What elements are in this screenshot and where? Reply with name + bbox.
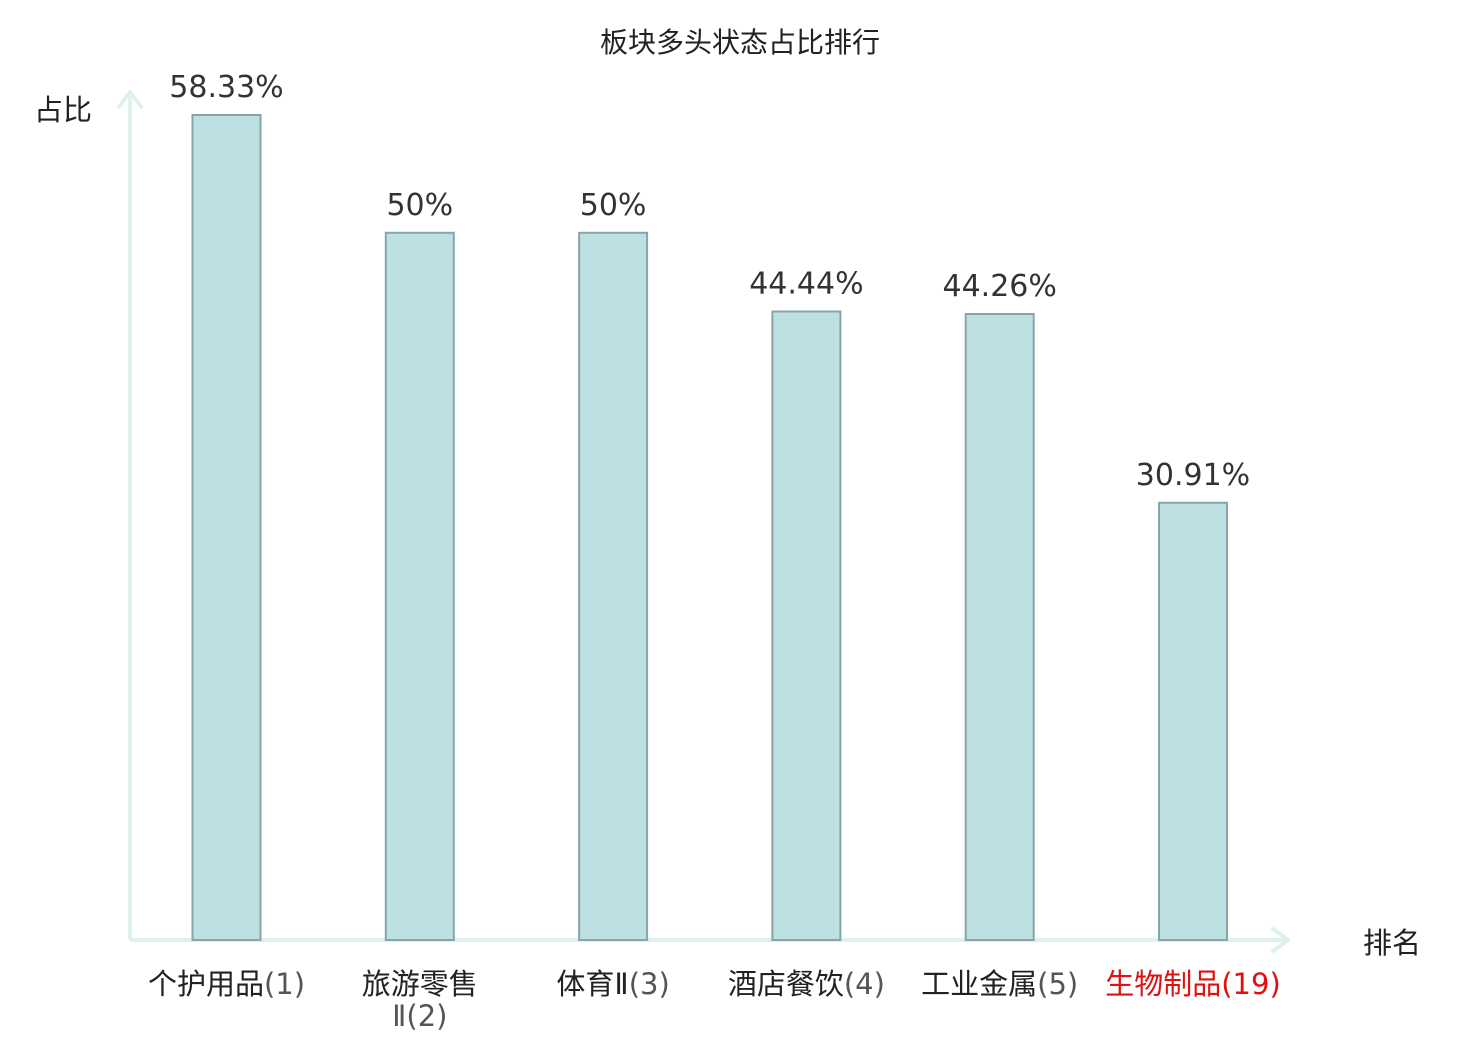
chart-title: 板块多头状态占比排行 — [600, 26, 880, 59]
x-axis-label: 排名 — [1363, 926, 1421, 960]
category-label-1: 个护用品(1) — [148, 967, 305, 1001]
category-rank: (19) — [1221, 967, 1281, 1001]
category-name: 个护用品 — [148, 967, 264, 1001]
bar-3 — [578, 231, 649, 942]
category-rank: (1) — [264, 967, 305, 1001]
category-name: 体育Ⅱ — [556, 967, 628, 1001]
category-rank: (4) — [844, 967, 885, 1001]
bar-value-label-1: 58.33% — [169, 70, 283, 105]
x-axis: 排名 — [130, 926, 1421, 960]
bar-series — [191, 114, 1228, 942]
category-rank: Ⅱ(2) — [392, 999, 447, 1033]
y-axis-label: 占比 — [34, 93, 92, 127]
bar-value-label-6: 30.91% — [1136, 458, 1250, 493]
bar-value-label-5: 44.26% — [943, 269, 1057, 304]
bar-value-labels: 58.33% 50% 50% 44.44% 44.26% 30.91% — [169, 70, 1250, 493]
category-labels: 个护用品(1) 旅游零售 Ⅱ(2)体育Ⅱ(3) 酒店餐饮(4) 工业金属(5) 生物制品(… — [148, 967, 1281, 1033]
category-label-3: 体育Ⅱ(3) — [556, 967, 669, 1001]
bar-value-label-2: 50% — [386, 188, 453, 223]
category-label-6: 生物制品(19) — [1105, 967, 1281, 1001]
y-axis: 占比 — [34, 90, 143, 940]
category-label-4: 酒店餐饮(4) — [728, 967, 885, 1001]
category-name: 生物制品 — [1105, 967, 1221, 1001]
bar-6 — [1158, 501, 1228, 941]
category-name: 旅游零售 — [362, 967, 478, 1001]
x-axis-arrow-icon — [1271, 927, 1290, 953]
category-name: 酒店餐饮 — [728, 967, 844, 1001]
category-rank: (5) — [1037, 967, 1078, 1001]
bar-4 — [771, 310, 842, 941]
y-axis-arrow-icon — [117, 90, 143, 109]
bar-2 — [384, 231, 455, 942]
category-rank: (3) — [629, 967, 670, 1001]
bar-value-label-4: 44.44% — [749, 267, 863, 302]
bar-1 — [191, 114, 262, 941]
bar-value-label-3: 50% — [580, 188, 647, 223]
category-label-5: 工业金属(5) — [921, 967, 1078, 1001]
bar-5 — [964, 313, 1035, 941]
category-name: 工业金属 — [921, 967, 1037, 1001]
category-label-2: 旅游零售 Ⅱ(2) — [362, 967, 478, 1033]
